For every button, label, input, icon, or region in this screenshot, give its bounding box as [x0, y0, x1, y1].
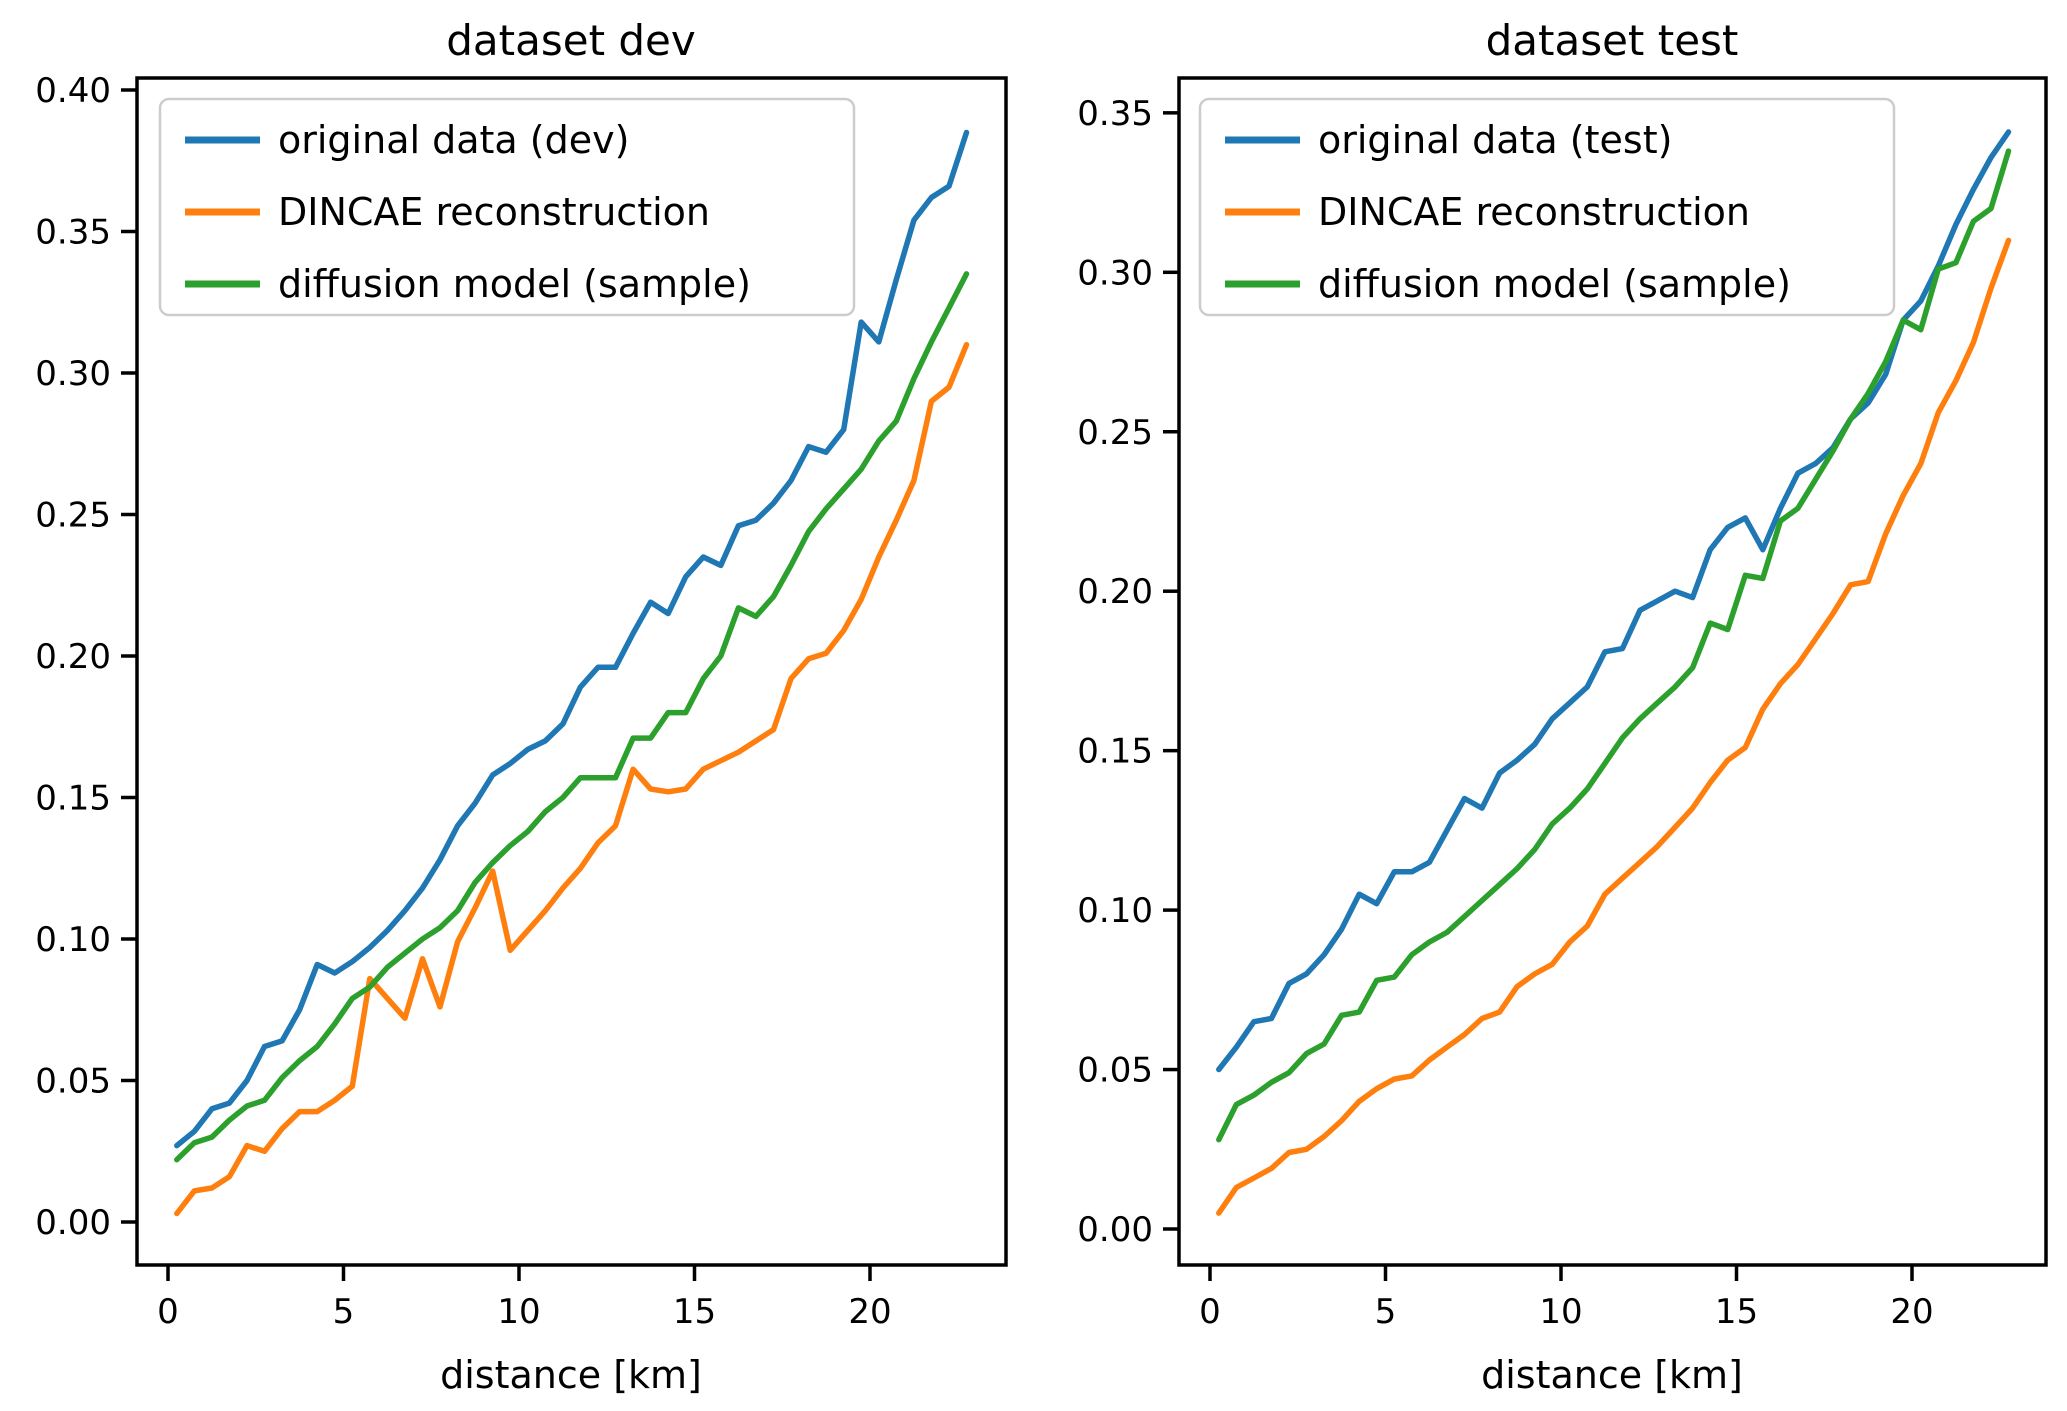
y-tick-label: 0.30 [35, 354, 111, 394]
left-axes: 0 5 10 15 20 0.00 0.05 0.10 0.15 0.20 0.25 0.30 0.35… [35, 71, 1008, 1332]
right-axes: 0 5 10 15 20 0.00 0.05 0.10 0.15 0.20 0.25 0.30 0.35 [1077, 76, 2048, 1332]
y-tick-label: 0.40 [35, 71, 111, 111]
left-xaxis-label: distance [km] [440, 1353, 702, 1397]
x-tick-label: 5 [333, 1292, 355, 1332]
right-xaxis-label: distance [km] [1481, 1353, 1743, 1397]
right-legend-label-original: original data (test) [1318, 118, 1672, 162]
y-tick-label: 0.15 [1077, 732, 1153, 772]
series-line-diffusion [174, 271, 970, 1163]
legend-box [158, 97, 856, 317]
y-tick-label: 0.25 [1077, 413, 1153, 453]
y-tick-label: 0.05 [1077, 1051, 1153, 1091]
y-tick-label: 0.15 [35, 779, 111, 819]
x-tick-label: 10 [497, 1292, 540, 1332]
x-tick-label: 15 [1715, 1292, 1758, 1332]
y-tick-label: 0.10 [35, 920, 111, 960]
y-tick-label: 0.20 [1077, 572, 1153, 612]
left-legend-label-dincae: DINCAE reconstruction [278, 190, 710, 234]
y-tick-label: 0.30 [1077, 253, 1153, 293]
y-tick-label: 0.00 [1077, 1210, 1153, 1250]
right-legend-label-diffusion: diffusion model (sample) [1318, 262, 1791, 306]
right-legend-label-dincae: DINCAE reconstruction [1318, 190, 1750, 234]
x-tick-label: 0 [157, 1292, 179, 1332]
series-line-diffusion [1216, 148, 2012, 1143]
right-chart-title: dataset test [1486, 16, 1739, 65]
y-tick-label: 0.25 [35, 496, 111, 536]
series-line-dincae [174, 341, 970, 1217]
left-chart-title: dataset dev [446, 16, 696, 65]
y-tick-label: 0.00 [35, 1203, 111, 1243]
y-tick-label: 0.05 [35, 1062, 111, 1102]
legend-box [1198, 97, 1896, 317]
axes-frame [1177, 76, 2048, 1267]
x-tick-label: 5 [1375, 1292, 1397, 1332]
x-tick-label: 10 [1539, 1292, 1582, 1332]
left-legend-label-original: original data (dev) [278, 118, 629, 162]
left-legend-label-diffusion: diffusion model (sample) [278, 262, 751, 306]
series-line-dincae [1216, 237, 2012, 1216]
y-tick-label: 0.20 [35, 637, 111, 677]
y-tick-label: 0.10 [1077, 891, 1153, 931]
series-line-original [174, 129, 970, 1149]
series-line-original [1216, 129, 2012, 1073]
axes-frame [135, 76, 1008, 1267]
x-tick-label: 0 [1199, 1292, 1221, 1332]
x-tick-label: 20 [1890, 1292, 1933, 1332]
y-tick-label: 0.35 [35, 213, 111, 253]
x-tick-label: 15 [673, 1292, 716, 1332]
x-tick-label: 20 [848, 1292, 891, 1332]
y-tick-label: 0.35 [1077, 94, 1153, 134]
